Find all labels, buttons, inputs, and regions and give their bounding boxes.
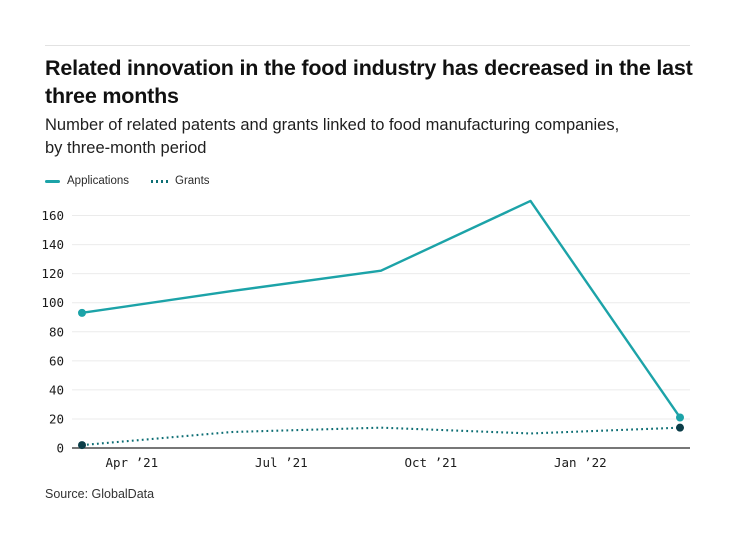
applications-line-swatch bbox=[45, 179, 60, 183]
grants-dotted-swatch bbox=[151, 179, 169, 183]
y-tick-label: 60 bbox=[49, 353, 64, 368]
y-tick-label: 140 bbox=[41, 237, 64, 252]
legend-item-applications: Applications bbox=[45, 175, 129, 187]
y-tick-label: 0 bbox=[56, 441, 64, 456]
x-tick-label: Jan ’22 bbox=[554, 455, 607, 470]
line-chart: 0 20 40 60 80 100 120 140 160 Apr ’21 Jul ’21 Oct ’… bbox=[41, 199, 690, 470]
header-divider bbox=[45, 45, 690, 46]
source-text: Source: GlobalData bbox=[45, 487, 155, 501]
y-tick-label: 160 bbox=[41, 208, 64, 223]
y-tick-label: 120 bbox=[41, 266, 64, 281]
y-tick-label: 20 bbox=[49, 411, 64, 426]
y-tick-label: 80 bbox=[49, 324, 64, 339]
y-tick-label: 100 bbox=[41, 295, 64, 310]
legend: Applications Grants bbox=[45, 173, 210, 189]
grants-data-point-marker bbox=[78, 441, 86, 450]
grants-data-point-marker bbox=[676, 423, 684, 432]
chart-title: Related innovation in the food industry … bbox=[45, 56, 693, 108]
applications-data-point-marker bbox=[676, 413, 684, 422]
applications-data-point-marker bbox=[78, 308, 86, 317]
grants-line bbox=[81, 426, 681, 447]
legend-item-grants: Grants bbox=[151, 175, 210, 187]
applications-line bbox=[80, 199, 682, 419]
chart-subtitle: Number of related patents and grants lin… bbox=[45, 116, 620, 158]
x-tick-label: Oct ’21 bbox=[404, 455, 457, 470]
x-tick-label: Apr ’21 bbox=[105, 455, 158, 470]
y-tick-label: 40 bbox=[49, 382, 64, 397]
legend-label-applications: Applications bbox=[67, 175, 130, 187]
x-tick-label: Jul ’21 bbox=[255, 455, 308, 470]
legend-label-grants: Grants bbox=[175, 175, 210, 187]
